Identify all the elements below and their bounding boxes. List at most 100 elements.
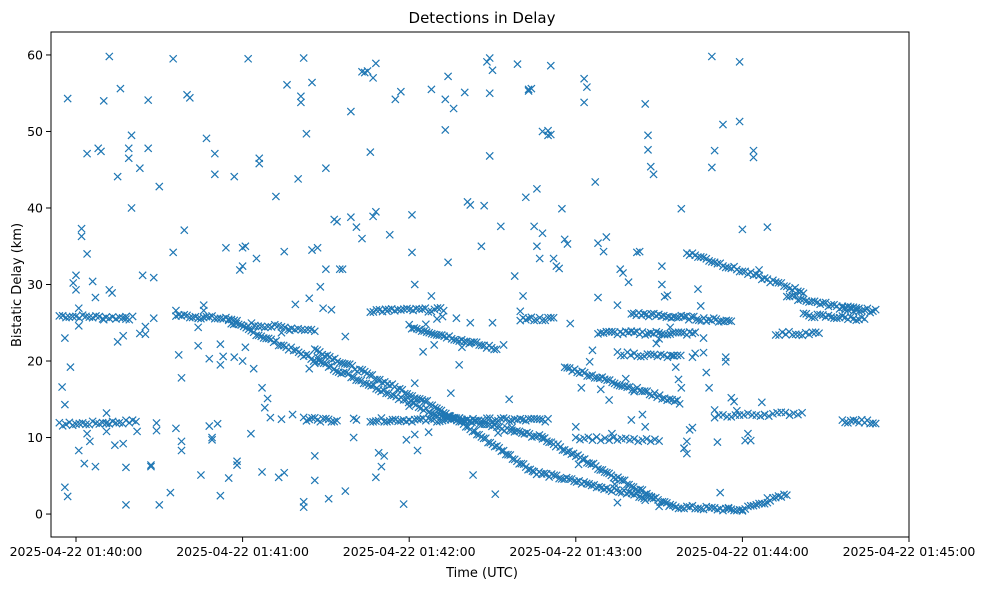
data-point-marker xyxy=(808,328,817,337)
data-point-marker xyxy=(452,414,461,423)
data-point-marker xyxy=(670,351,679,360)
data-point-marker xyxy=(635,493,644,502)
data-point-marker xyxy=(399,305,408,314)
data-point-marker xyxy=(738,267,747,276)
data-point-marker xyxy=(60,334,69,343)
data-point-marker xyxy=(427,85,436,94)
data-point-marker xyxy=(377,387,386,396)
data-point-marker xyxy=(343,360,352,369)
x-tick-label: 2025-04-22 01:42:00 xyxy=(343,544,476,559)
data-point-marker xyxy=(642,434,651,443)
data-point-marker xyxy=(127,131,136,140)
data-point-marker xyxy=(427,291,436,301)
data-point-marker xyxy=(91,293,100,302)
data-point-marker xyxy=(294,174,303,183)
data-point-marker xyxy=(177,446,186,455)
data-point-marker xyxy=(646,350,655,359)
data-point-marker xyxy=(524,85,533,94)
data-point-marker xyxy=(119,439,128,448)
data-point-marker xyxy=(144,144,153,153)
data-point-marker xyxy=(585,357,594,366)
data-point-marker xyxy=(238,262,247,271)
data-point-marker xyxy=(260,403,269,412)
data-point-marker xyxy=(841,418,850,427)
data-point-marker xyxy=(208,433,217,442)
data-point-marker xyxy=(333,357,342,366)
data-point-marker xyxy=(771,330,780,340)
data-point-marker xyxy=(549,313,558,322)
data-point-marker xyxy=(85,313,94,322)
data-point-marker xyxy=(591,177,600,186)
data-point-marker xyxy=(419,347,428,356)
data-point-marker xyxy=(735,117,744,126)
data-point-marker xyxy=(637,493,646,502)
data-point-marker xyxy=(352,415,361,424)
data-point-marker xyxy=(796,295,805,304)
data-point-marker xyxy=(707,52,716,61)
data-point-marker xyxy=(216,491,225,500)
data-point-marker xyxy=(402,304,411,313)
data-point-marker xyxy=(444,72,453,81)
data-point-marker xyxy=(332,217,342,226)
y-tick-label: 20 xyxy=(27,354,43,369)
data-point-marker xyxy=(378,378,387,387)
data-point-marker xyxy=(519,291,528,301)
data-point-marker xyxy=(639,309,648,318)
data-point-marker xyxy=(321,164,330,173)
data-point-marker xyxy=(595,374,604,383)
data-point-marker xyxy=(116,84,125,93)
data-point-marker xyxy=(630,490,639,499)
data-point-marker xyxy=(246,429,255,438)
data-point-marker xyxy=(58,383,67,392)
data-point-marker xyxy=(349,433,358,442)
data-point-marker xyxy=(630,328,639,337)
data-point-marker xyxy=(124,154,133,163)
data-point-marker xyxy=(108,288,117,297)
data-point-marker xyxy=(174,350,183,359)
data-point-marker xyxy=(354,376,363,385)
data-point-marker xyxy=(347,373,356,382)
data-point-marker xyxy=(466,200,475,209)
data-point-marker xyxy=(799,309,808,318)
data-point-marker xyxy=(288,410,297,419)
data-point-marker xyxy=(613,380,622,389)
data-point-marker xyxy=(391,95,400,104)
data-point-marker xyxy=(230,172,239,181)
data-point-marker xyxy=(780,282,789,291)
data-point-marker xyxy=(484,438,493,447)
data-point-marker xyxy=(555,264,564,273)
data-point-marker xyxy=(763,223,772,232)
data-point-marker xyxy=(580,478,589,487)
data-point-marker xyxy=(110,441,119,450)
data-point-marker xyxy=(563,239,572,248)
data-point-marker xyxy=(757,398,766,407)
data-point-marker xyxy=(258,467,267,476)
data-point-marker xyxy=(335,265,344,274)
data-point-marker xyxy=(699,334,708,343)
data-point-marker xyxy=(652,339,661,348)
data-point-marker xyxy=(399,500,408,509)
x-axis-title: Time (UTC) xyxy=(445,566,518,581)
data-point-marker xyxy=(566,319,575,328)
data-point-marker xyxy=(233,461,242,470)
data-point-marker xyxy=(297,325,306,334)
data-point-marker xyxy=(111,418,120,427)
data-point-marker xyxy=(314,356,323,365)
data-point-marker xyxy=(412,324,421,333)
data-point-marker xyxy=(410,379,419,388)
data-point-marker xyxy=(527,84,536,93)
data-point-marker xyxy=(313,243,322,252)
data-point-marker xyxy=(635,247,644,256)
data-point-marker xyxy=(613,498,622,507)
data-point-marker xyxy=(264,334,273,343)
data-point-marker xyxy=(670,397,679,406)
data-point-marker xyxy=(655,328,664,337)
data-point-marker xyxy=(647,310,656,319)
data-point-marker xyxy=(387,391,396,400)
data-point-marker xyxy=(450,335,459,344)
data-point-marker xyxy=(578,455,587,464)
data-point-marker xyxy=(219,352,228,361)
data-point-marker xyxy=(649,494,658,503)
data-point-marker xyxy=(641,99,650,108)
data-point-marker xyxy=(435,405,444,414)
